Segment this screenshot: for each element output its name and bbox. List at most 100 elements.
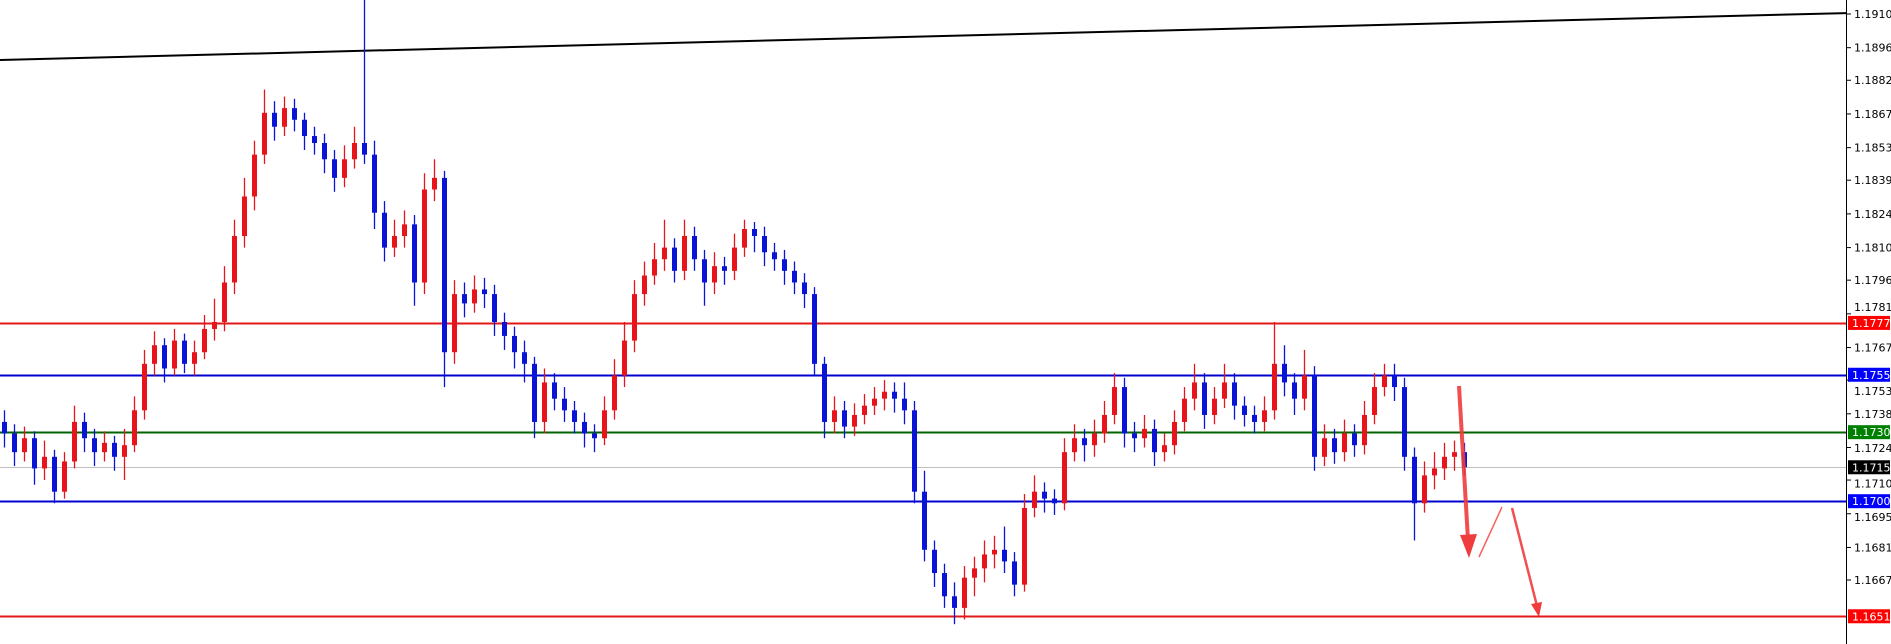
candle: [992, 535, 997, 569]
candle: [522, 340, 527, 383]
candle-body: [822, 363, 827, 422]
candle-body: [1232, 382, 1237, 406]
candle-body: [312, 136, 317, 144]
candle: [282, 96, 287, 137]
candle-body: [62, 461, 67, 492]
candle: [162, 338, 167, 383]
candle: [1252, 405, 1257, 434]
candle-body: [502, 321, 507, 336]
candle: [152, 331, 157, 376]
y-tick-label: 1.16810: [1854, 541, 1891, 554]
candle: [602, 396, 607, 446]
candle: [912, 401, 917, 504]
candle: [1342, 419, 1347, 462]
candle: [1272, 321, 1277, 420]
candle-body: [472, 289, 477, 304]
candle-body: [692, 235, 697, 260]
candle-body: [1342, 433, 1347, 453]
candle: [512, 326, 517, 369]
candle: [1072, 424, 1077, 462]
candle: [1142, 414, 1147, 448]
level-price-badge: [1848, 315, 1890, 330]
candle: [1332, 428, 1337, 464]
candle-body: [142, 363, 147, 411]
candle: [972, 556, 977, 597]
candle-body: [672, 247, 677, 271]
candle-body: [1052, 498, 1057, 504]
candle: [1122, 377, 1127, 448]
candle: [262, 89, 267, 164]
candle: [452, 280, 457, 364]
y-tick-label: 1.19105: [1854, 8, 1891, 21]
candle: [542, 368, 547, 434]
candle-body: [392, 235, 397, 248]
candle: [182, 333, 187, 374]
candle: [1382, 363, 1387, 397]
candle-body: [522, 352, 527, 364]
candle-body: [412, 224, 417, 283]
candle: [1162, 433, 1167, 462]
candle-body: [1352, 433, 1357, 446]
candle-body: [1212, 398, 1217, 415]
candle-body: [1442, 456, 1447, 469]
candle: [292, 98, 297, 132]
candle: [202, 315, 207, 360]
candle: [322, 133, 327, 174]
candle: [1032, 475, 1037, 518]
candle-body: [492, 294, 497, 322]
candle-body: [122, 445, 127, 457]
candle: [362, 0, 367, 164]
candle-body: [662, 247, 667, 260]
candle-body: [1202, 382, 1207, 415]
candle-body: [1032, 491, 1037, 508]
candle: [962, 566, 967, 620]
candle-body: [252, 154, 257, 197]
candle: [982, 540, 987, 583]
candle: [1212, 387, 1217, 425]
candle-body: [1062, 452, 1067, 504]
level-price-label: 1.16514: [1852, 610, 1891, 623]
candle: [312, 126, 317, 155]
candle-body: [1422, 475, 1427, 504]
candle: [722, 256, 727, 285]
candle: [32, 431, 37, 485]
candle-body: [1002, 549, 1007, 562]
candle-body: [1152, 428, 1157, 453]
candle-body: [422, 189, 427, 283]
candle: [1402, 377, 1407, 471]
candle: [1202, 373, 1207, 429]
candle: [302, 112, 307, 150]
y-tick-label: 1.17815: [1854, 301, 1891, 314]
candle-body: [152, 345, 157, 364]
y-tick-label: 1.18960: [1854, 42, 1891, 55]
candle: [1022, 493, 1027, 592]
candle: [122, 428, 127, 481]
candle: [592, 424, 597, 453]
candle: [412, 215, 417, 306]
candle: [1392, 363, 1397, 402]
candle: [1182, 387, 1187, 432]
candle-body: [1362, 414, 1367, 446]
candle: [342, 145, 347, 188]
candle-body: [832, 410, 837, 422]
candle: [742, 219, 747, 257]
candle-body: [642, 275, 647, 295]
candle-body: [1222, 382, 1227, 399]
candle-body: [52, 456, 57, 492]
candle: [22, 426, 27, 462]
candle-body: [1262, 410, 1267, 422]
candle-body: [592, 433, 597, 439]
candle: [1442, 442, 1447, 481]
candle: [1042, 482, 1047, 513]
candle: [1412, 447, 1417, 541]
candle: [1322, 424, 1327, 467]
candle: [762, 226, 767, 267]
candle-body: [792, 270, 797, 283]
y-tick-label: 1.16955: [1854, 511, 1891, 524]
trendline: [0, 12, 1847, 62]
level-price-label: 1.17155: [1852, 461, 1891, 474]
candle-body: [942, 573, 947, 597]
candle-body: [782, 259, 787, 271]
candle: [882, 380, 887, 411]
candle: [232, 219, 237, 295]
